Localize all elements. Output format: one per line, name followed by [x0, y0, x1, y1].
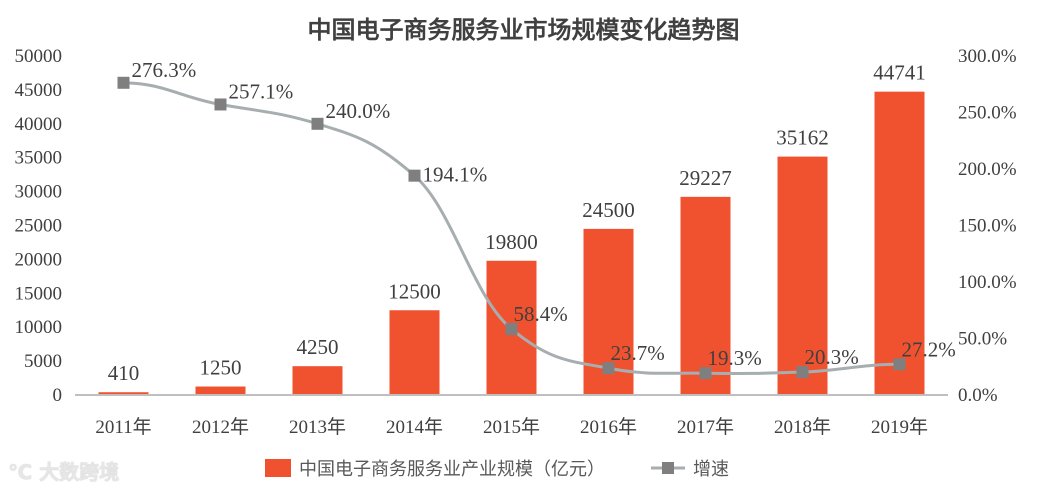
growth-marker: [602, 362, 615, 375]
watermark-logo: ℃ 大数跨境: [8, 460, 120, 484]
y-left-tick-label: 0: [53, 385, 63, 406]
x-tick-label: 2018年: [774, 416, 831, 438]
y-right-tick-label: 300.0%: [958, 46, 1017, 67]
y-right-tick-label: 250.0%: [958, 103, 1017, 124]
y-left-tick-label: 20000: [15, 249, 63, 270]
y-right-tick-label: 50.0%: [958, 329, 1007, 350]
growth-marker: [893, 358, 906, 371]
bar-data-label: 12500: [388, 279, 441, 303]
bar-data-label: 29227: [679, 166, 732, 190]
growth-marker: [311, 117, 324, 130]
growth-data-label: 257.1%: [229, 79, 294, 103]
x-tick-label: 2015年: [483, 416, 540, 438]
growth-data-label: 23.7%: [611, 341, 665, 365]
x-tick-label: 2017年: [677, 416, 734, 438]
bar-data-label: 1250: [200, 356, 242, 380]
growth-data-label: 194.1%: [423, 163, 488, 187]
bar: [292, 366, 343, 395]
growth-data-label: 240.0%: [326, 99, 391, 123]
growth-data-label: 20.3%: [805, 345, 859, 369]
bar: [680, 196, 731, 395]
y-left-tick-label: 50000: [15, 46, 63, 67]
growth-marker: [117, 76, 130, 89]
growth-marker: [214, 98, 227, 111]
chart-title: 中国电子商务服务业市场规模变化趋势图: [307, 16, 740, 44]
x-tick-label: 2016年: [580, 416, 637, 438]
x-tick-label: 2011年: [95, 416, 151, 438]
bar-data-label: 35162: [776, 126, 829, 150]
legend-line-swatch: [651, 462, 685, 474]
growth-data-label: 27.2%: [902, 337, 956, 361]
bar-data-label: 4250: [297, 335, 339, 359]
bar-data-label: 19800: [485, 230, 538, 254]
y-left-tick-label: 10000: [15, 317, 63, 338]
y-left-tick-label: 5000: [24, 351, 62, 372]
y-left-tick-label: 30000: [15, 182, 63, 203]
bar-data-label: 410: [108, 361, 140, 385]
growth-data-label: 58.4%: [514, 302, 568, 326]
x-tick-label: 2012年: [192, 416, 249, 438]
y-left-tick-label: 40000: [15, 114, 63, 135]
growth-line: [123, 81, 900, 376]
legend-bar-swatch: [265, 459, 291, 477]
y-right-tick-label: 100.0%: [958, 272, 1017, 293]
growth-marker: [408, 169, 421, 182]
x-tick-label: 2019年: [871, 416, 928, 438]
y-right-tick-label: 0.0%: [958, 385, 998, 406]
bar-data-label: 24500: [582, 198, 635, 222]
x-tick-label: 2013年: [289, 416, 346, 438]
legend: 中国电子商务服务业产业规模（亿元） 增速: [265, 455, 729, 481]
bar: [98, 392, 149, 395]
legend-line-label: 增速: [693, 459, 729, 480]
growth-data-label: 19.3%: [708, 346, 762, 370]
bar: [874, 91, 925, 396]
growth-marker: [699, 367, 712, 380]
y-left-tick-label: 25000: [15, 216, 63, 237]
legend-bar-label: 中国电子商务服务业产业规模（亿元）: [299, 459, 605, 480]
y-left-tick-label: 45000: [15, 80, 63, 101]
growth-marker: [796, 366, 809, 379]
bar: [777, 156, 828, 395]
y-left-tick-label: 35000: [15, 148, 63, 169]
growth-data-label: 276.3%: [132, 58, 197, 82]
y-left-tick-label: 15000: [15, 283, 63, 304]
growth-marker: [505, 323, 518, 336]
bar-data-label: 44741: [873, 61, 926, 85]
bar: [195, 386, 246, 395]
x-tick-label: 2014年: [386, 416, 443, 438]
y-right-tick-label: 150.0%: [958, 216, 1017, 237]
y-right-tick-label: 200.0%: [958, 159, 1017, 180]
bar: [389, 310, 440, 395]
